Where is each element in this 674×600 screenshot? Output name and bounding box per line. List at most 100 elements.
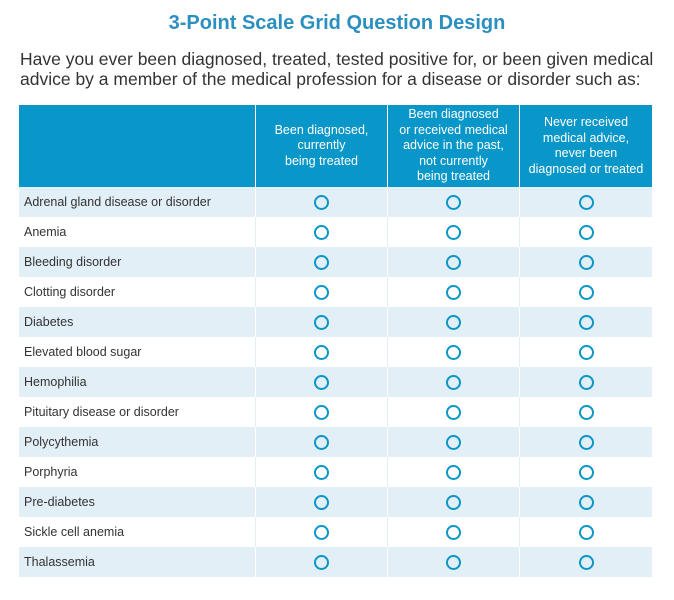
option-cell bbox=[255, 337, 387, 367]
radio-past-treated[interactable] bbox=[446, 524, 461, 540]
grid-row: Pre-diabetes bbox=[19, 487, 652, 517]
radio-past-treated[interactable] bbox=[446, 554, 461, 570]
grid-row: Pituitary disease or disorder bbox=[19, 397, 652, 427]
option-cell bbox=[519, 367, 652, 397]
radio-past-treated[interactable] bbox=[446, 194, 461, 210]
radio-past-treated[interactable] bbox=[446, 434, 461, 450]
column-header-past-treated: Been diagnosed or received medical advic… bbox=[387, 105, 519, 187]
radio-past-treated[interactable] bbox=[446, 314, 461, 330]
row-label: Elevated blood sugar bbox=[24, 345, 142, 359]
row-label: Polycythemia bbox=[24, 435, 99, 449]
radio-never-treated[interactable] bbox=[578, 494, 594, 510]
grid-row: Clotting disorder bbox=[19, 277, 652, 307]
column-header-currently-treated: Been diagnosed, currently being treated bbox=[255, 105, 387, 187]
row-label: Anemia bbox=[24, 225, 67, 239]
option-cell bbox=[519, 397, 652, 427]
radio-never-treated[interactable] bbox=[578, 344, 594, 360]
radio-past-treated[interactable] bbox=[446, 404, 461, 420]
radio-never-treated[interactable] bbox=[578, 194, 594, 210]
option-cell bbox=[387, 337, 519, 367]
grid-row: Polycythemia bbox=[19, 427, 652, 457]
option-cell bbox=[255, 397, 387, 427]
grid-header: Been diagnosed, currently being treated … bbox=[19, 105, 652, 187]
radio-never-treated[interactable] bbox=[578, 374, 594, 390]
option-cell bbox=[255, 517, 387, 547]
radio-never-treated[interactable] bbox=[578, 254, 594, 270]
option-cell bbox=[255, 307, 387, 337]
radio-past-treated[interactable] bbox=[446, 254, 461, 270]
radio-past-treated[interactable] bbox=[446, 224, 461, 240]
row-label: Bleeding disorder bbox=[24, 255, 122, 269]
option-cell bbox=[255, 277, 387, 307]
radio-never-treated[interactable] bbox=[578, 404, 594, 420]
radio-currently-treated[interactable] bbox=[314, 224, 329, 240]
radio-past-treated[interactable] bbox=[446, 344, 461, 360]
option-cell bbox=[519, 337, 652, 367]
radio-never-treated[interactable] bbox=[578, 314, 594, 330]
radio-currently-treated[interactable] bbox=[314, 344, 329, 360]
radio-currently-treated[interactable] bbox=[314, 434, 329, 450]
grid-body: Adrenal gland disease or disorder Anemia B… bbox=[19, 187, 652, 577]
radio-currently-treated[interactable] bbox=[314, 254, 329, 270]
radio-currently-treated[interactable] bbox=[314, 554, 329, 570]
option-cell bbox=[519, 457, 652, 487]
option-cell bbox=[387, 547, 519, 577]
grid-row: Diabetes bbox=[19, 307, 652, 337]
option-cell bbox=[387, 307, 519, 337]
option-cell bbox=[519, 307, 652, 337]
option-cell bbox=[387, 427, 519, 457]
radio-currently-treated[interactable] bbox=[314, 194, 329, 210]
radio-currently-treated[interactable] bbox=[314, 374, 329, 390]
question-text: Have you ever been diagnosed, treated, t… bbox=[20, 49, 654, 89]
option-cell bbox=[519, 487, 652, 517]
grid-row: Elevated blood sugar bbox=[19, 337, 652, 367]
option-cell bbox=[255, 457, 387, 487]
row-label: Clotting disorder bbox=[24, 285, 116, 299]
row-label: Thalassemia bbox=[24, 555, 95, 569]
option-cell bbox=[255, 487, 387, 517]
radio-currently-treated[interactable] bbox=[314, 314, 329, 330]
radio-currently-treated[interactable] bbox=[314, 404, 329, 420]
row-label: Diabetes bbox=[24, 315, 74, 329]
radio-never-treated[interactable] bbox=[578, 434, 594, 450]
option-cell bbox=[255, 367, 387, 397]
option-cell bbox=[387, 487, 519, 517]
grid-row: Thalassemia bbox=[19, 547, 652, 577]
header-blank-cell bbox=[19, 105, 255, 187]
radio-past-treated[interactable] bbox=[446, 284, 461, 300]
option-cell bbox=[387, 367, 519, 397]
row-label: Pituitary disease or disorder bbox=[24, 405, 179, 419]
grid-row: Anemia bbox=[19, 217, 652, 247]
row-label: Hemophilia bbox=[24, 375, 87, 389]
option-cell bbox=[387, 217, 519, 247]
radio-currently-treated[interactable] bbox=[314, 284, 329, 300]
option-cell bbox=[519, 427, 652, 457]
radio-currently-treated[interactable] bbox=[314, 464, 329, 480]
radio-currently-treated[interactable] bbox=[314, 494, 329, 510]
radio-past-treated[interactable] bbox=[446, 374, 461, 390]
option-cell bbox=[519, 217, 652, 247]
radio-never-treated[interactable] bbox=[578, 224, 594, 240]
radio-never-treated[interactable] bbox=[578, 554, 594, 570]
option-cell bbox=[255, 247, 387, 277]
column-header-never-treated: Never received medical advice, never bee… bbox=[519, 105, 652, 187]
grid-row: Porphyria bbox=[19, 457, 652, 487]
page-title: 3-Point Scale Grid Question Design bbox=[168, 12, 506, 34]
option-cell bbox=[255, 547, 387, 577]
option-cell bbox=[519, 247, 652, 277]
option-cell bbox=[519, 547, 652, 577]
grid-row: Bleeding disorder bbox=[19, 247, 652, 277]
radio-never-treated[interactable] bbox=[578, 464, 594, 480]
radio-past-treated[interactable] bbox=[446, 494, 461, 510]
radio-currently-treated[interactable] bbox=[314, 524, 329, 540]
radio-never-treated[interactable] bbox=[578, 524, 594, 540]
grid-row: Hemophilia bbox=[19, 367, 652, 397]
radio-never-treated[interactable] bbox=[578, 284, 594, 300]
row-label: Adrenal gland disease or disorder bbox=[24, 195, 211, 209]
option-cell bbox=[519, 187, 652, 217]
radio-past-treated[interactable] bbox=[446, 464, 461, 480]
option-cell bbox=[387, 397, 519, 427]
question-grid: Been diagnosed, currently being treated … bbox=[19, 105, 652, 577]
option-cell bbox=[255, 217, 387, 247]
option-cell bbox=[255, 427, 387, 457]
